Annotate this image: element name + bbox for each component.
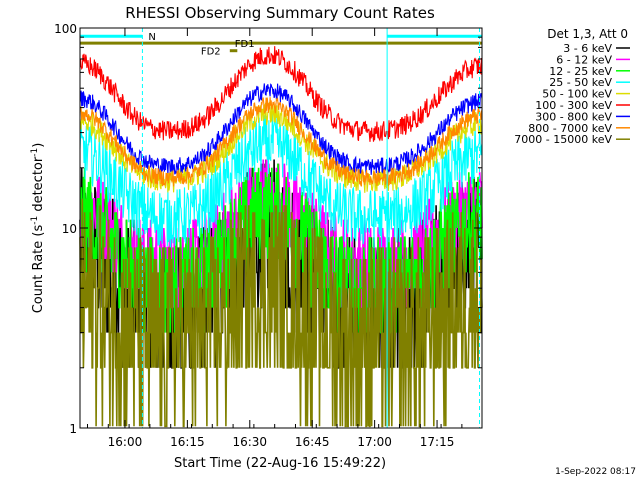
x-tick-label-3: 16:45 (295, 435, 330, 449)
legend-label-0: 3 - 6 keV (563, 42, 612, 55)
y-axis-label: Count Rate (s-1 detector-1) (30, 143, 46, 314)
flag-label-fd1: FD1 (235, 39, 255, 50)
legend-label-6: 300 - 800 keV (535, 110, 612, 123)
series-layer (79, 46, 483, 428)
series-line-6 (79, 83, 483, 176)
y-tick-label-0: 1 (69, 422, 77, 436)
y-tick-label-1: 10 (62, 222, 77, 236)
legend-label-4: 50 - 100 keV (542, 88, 612, 101)
legend-label-5: 100 - 300 keV (535, 99, 612, 112)
y-axis-label-main: Count Rate (s (31, 225, 46, 314)
series-line-5 (79, 46, 483, 142)
flag-label-n: N (148, 32, 155, 43)
x-tick-label-2: 16:30 (232, 435, 267, 449)
series-line-7 (79, 97, 483, 187)
legend-title: Det 1,3, Att 0 (547, 27, 628, 41)
legend-label-2: 12 - 25 keV (549, 65, 612, 78)
legend-label-1: 6 - 12 keV (556, 53, 612, 66)
y-axis-label-sup: -1 (30, 216, 40, 225)
legend-label-3: 25 - 50 keV (549, 76, 612, 89)
footer-timestamp: 1-Sep-2022 08:17 (555, 467, 636, 477)
x-tick-label-5: 17:15 (420, 435, 455, 449)
x-tick-label-0: 16:00 (108, 435, 143, 449)
y-axis-label-tail: detector (31, 156, 46, 216)
x-tick-label-4: 17:00 (357, 435, 392, 449)
legend-label-7: 800 - 7000 keV (528, 122, 612, 135)
y-axis-label-close: ) (31, 143, 46, 148)
series-line-8 (79, 198, 483, 428)
legend-label-8: 7000 - 15000 keV (514, 133, 612, 146)
tick-layer: 16:00 16:15 16:30 16:45 17:00 17:15 1 10 100 (54, 22, 482, 449)
y-axis-label-sup2: -1 (30, 148, 40, 157)
x-tick-label-1: 16:15 (170, 435, 205, 449)
flag-label-fd2: FD2 (201, 47, 221, 58)
series-line-3 (79, 113, 483, 249)
x-axis-label: Start Time (22-Aug-16 15:49:22) (174, 456, 386, 471)
y-tick-label-2: 100 (54, 22, 77, 36)
chart-title: RHESSI Observing Summary Count Rates (125, 4, 435, 22)
flag-layer: N FD1 FD2 (80, 32, 482, 58)
